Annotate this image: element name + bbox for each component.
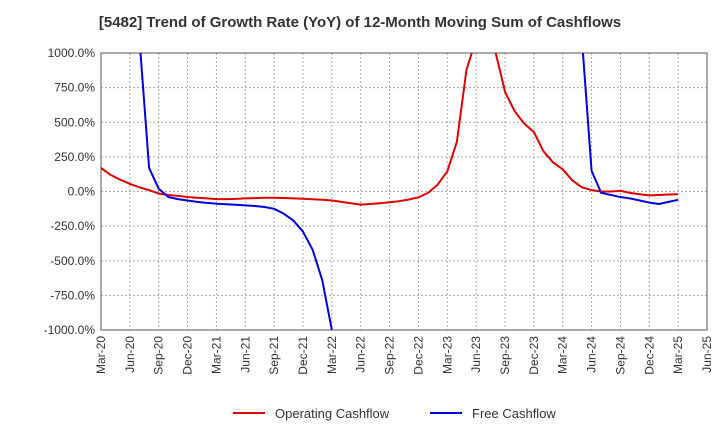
y-tick-label: 250.0%: [54, 150, 95, 164]
x-tick-label: Dec-20: [181, 336, 195, 375]
x-tick-label: Dec-23: [527, 336, 541, 375]
x-tick-label: Mar-24: [556, 336, 570, 374]
x-tick-label: Mar-20: [94, 336, 108, 374]
series-line-operating-cashflow: [101, 53, 679, 206]
chart-title: [5482] Trend of Growth Rate (YoY) of 12-…: [98, 14, 622, 31]
x-tick-label: Sep-24: [613, 336, 627, 375]
x-tick-label: Mar-22: [325, 336, 339, 374]
x-tick-label: Sep-22: [383, 336, 397, 375]
y-tick-label: -500.0%: [50, 254, 95, 268]
x-tick-label: Jun-22: [354, 336, 368, 373]
x-tick-label: Jun-20: [123, 336, 137, 373]
y-tick-label: -750.0%: [50, 288, 95, 302]
series-line-free-cashflow: [581, 53, 679, 205]
x-tick-label: Sep-21: [267, 336, 281, 375]
x-tick-label: Sep-20: [152, 336, 166, 375]
x-tick-label: Dec-22: [411, 336, 425, 375]
y-tick-label: 1000.0%: [48, 46, 96, 60]
x-tick-label: Sep-23: [498, 336, 512, 375]
x-tick-label: Dec-24: [642, 336, 656, 375]
y-tick-label: 0.0%: [68, 185, 96, 199]
y-tick-label: 500.0%: [54, 115, 95, 129]
x-tick-label: Mar-23: [440, 336, 454, 374]
y-tick-label: 750.0%: [54, 81, 95, 95]
x-tick-label: Jun-23: [469, 336, 483, 373]
y-tick-label: -1000.0%: [44, 323, 96, 337]
y-tick-label: -250.0%: [50, 219, 95, 233]
x-tick-label: Jun-25: [700, 336, 714, 373]
x-tick-label: Mar-25: [671, 336, 685, 374]
x-tick-label: Jun-24: [585, 336, 599, 373]
series-line-free-cashflow: [139, 53, 333, 330]
legend-label: Operating Cashflow: [275, 406, 390, 421]
x-tick-label: Mar-21: [209, 336, 223, 374]
plot-area-border: [100, 52, 708, 331]
x-tick-label: Jun-21: [238, 336, 252, 373]
legend-label: Free Cashflow: [472, 406, 556, 421]
x-tick-label: Dec-21: [296, 336, 310, 375]
